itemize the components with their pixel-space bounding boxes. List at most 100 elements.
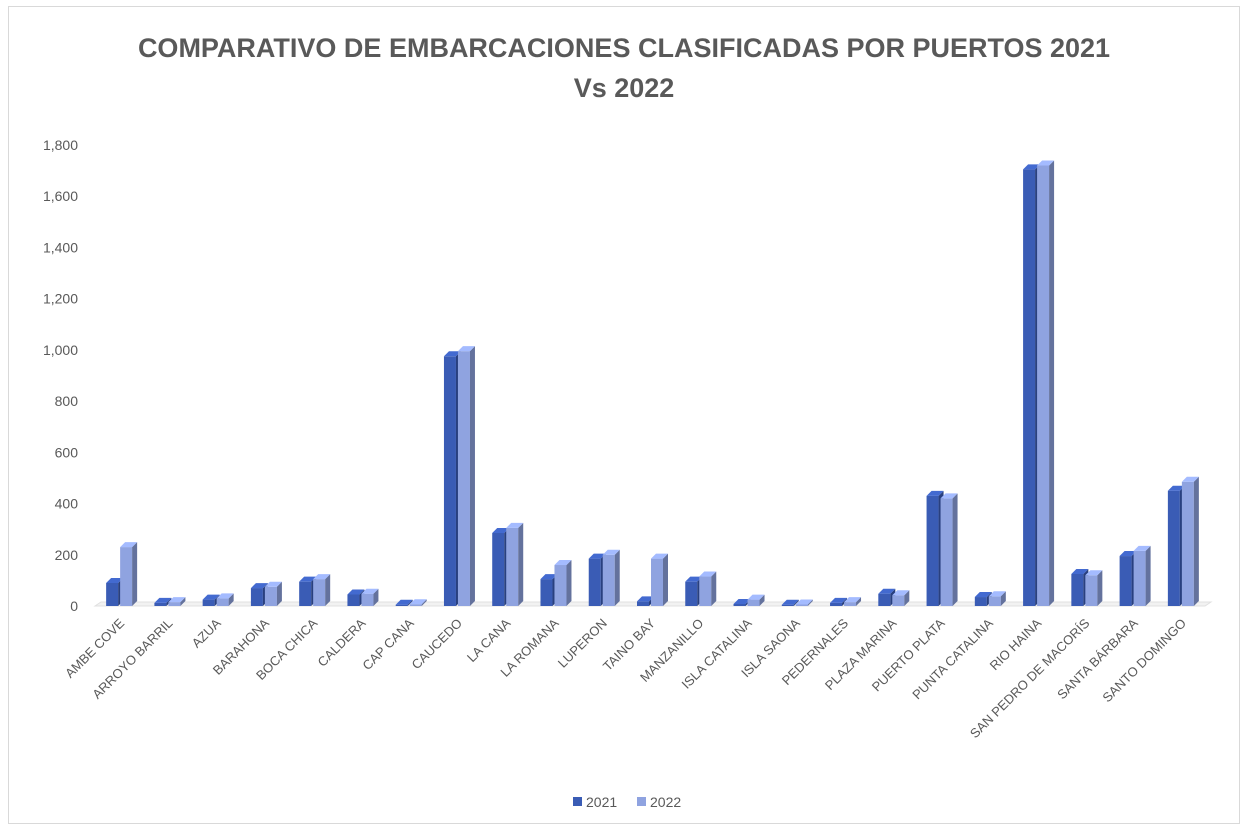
bar-top (457, 346, 475, 352)
bar-top (892, 590, 910, 596)
bar-side (663, 553, 668, 606)
bar-front (1023, 169, 1036, 606)
y-tick-label: 800 (55, 393, 79, 409)
bar-2022 (1085, 570, 1103, 606)
bar-top (1037, 160, 1055, 166)
bar-top (940, 493, 958, 499)
bar-side (1193, 476, 1199, 606)
bar-side (276, 581, 282, 606)
bar-top (347, 589, 365, 595)
bar-top (781, 599, 799, 605)
bar-side (952, 493, 958, 606)
x-tick-label: PUNTA CATALINA (909, 615, 996, 702)
bar-2022 (361, 588, 379, 606)
bar-2022 (120, 542, 138, 606)
bar-side (1000, 591, 1006, 606)
bar-top (395, 599, 413, 605)
bar-top (878, 588, 896, 594)
bar-top (299, 576, 317, 582)
bar-top (202, 594, 220, 600)
y-tick-label: 1,800 (43, 137, 78, 153)
bar-front (747, 599, 760, 606)
bars (93, 160, 1213, 607)
x-tick-label: CAP CANA (359, 615, 417, 673)
bar-front (1037, 165, 1050, 606)
y-tick-label: 200 (55, 547, 79, 563)
bar-2022 (988, 591, 1006, 606)
x-tick-label: SANTA BÁRBARA (1054, 615, 1141, 702)
bar-side (228, 593, 234, 606)
bar-front (347, 594, 360, 606)
bar-2022 (651, 553, 668, 606)
bar-top (216, 593, 234, 599)
bar-top (554, 560, 572, 566)
bar-top (106, 577, 124, 583)
bar-2022 (313, 574, 331, 606)
bar-side (1145, 545, 1151, 606)
bar-2022 (168, 597, 186, 606)
legend: 2021 2022 (573, 794, 681, 810)
y-tick-label: 1,000 (43, 342, 78, 358)
bar-front (602, 554, 615, 606)
bar-2022 (940, 493, 958, 606)
bar-side (1097, 570, 1103, 606)
bar-front (492, 533, 505, 606)
bar-top (637, 596, 654, 602)
bar-front (699, 576, 712, 606)
bar-2022 (699, 571, 717, 606)
bar-top (168, 597, 186, 603)
x-tick-label: CAUCEDO (408, 616, 465, 673)
bar-front (120, 547, 133, 606)
bar-top (1167, 485, 1185, 491)
chart-title: COMPARATIVO DE EMBARCACIONES CLASIFICADA… (0, 28, 1248, 108)
y-tick-label: 1,400 (43, 239, 78, 255)
bar-top (443, 351, 461, 357)
bar-2022 (264, 581, 282, 606)
bar-side (469, 346, 475, 606)
bar-top (250, 583, 268, 589)
legend-label: 2022 (650, 794, 681, 810)
bar-top (602, 549, 620, 555)
bar-top (264, 581, 282, 587)
y-tick-label: 400 (55, 496, 79, 512)
bar-front (168, 602, 181, 606)
bar-front (313, 579, 326, 606)
bar-2022 (747, 594, 765, 606)
bar-front (685, 581, 698, 606)
bar-top (120, 542, 138, 548)
bar-front (202, 599, 215, 606)
bar-top (361, 588, 379, 594)
bar-front (974, 597, 987, 606)
bar-front (892, 595, 905, 606)
y-tick-label: 1,600 (43, 188, 78, 204)
bar-front (1119, 556, 1132, 606)
bar-2022 (602, 549, 620, 606)
y-axis: 0 200 400 600 800 1,000 1,200 1,400 1,600 1,800 (43, 137, 78, 614)
bar-front (506, 527, 519, 606)
bar-front (733, 603, 746, 606)
bar-front (1133, 550, 1146, 606)
legend-label: 2021 (586, 794, 617, 810)
legend-swatch (637, 797, 646, 806)
bar-side (518, 522, 524, 606)
bar-top (685, 576, 703, 582)
bar-side (759, 594, 765, 606)
bar-top (1071, 568, 1089, 574)
bar-front (457, 351, 470, 606)
bar-front (443, 356, 456, 606)
bar-top (154, 597, 172, 603)
bar-top (651, 553, 668, 559)
bar-top (795, 599, 813, 605)
bar-front (154, 602, 167, 606)
bar-front (830, 602, 843, 606)
bar-front (1167, 490, 1180, 606)
bar-side (904, 590, 910, 606)
bar-top (506, 522, 524, 528)
bar-front (1085, 575, 1098, 606)
bar-side (132, 542, 138, 606)
bar-side (407, 599, 413, 606)
y-tick-label: 600 (55, 444, 79, 460)
chart-title-line1: COMPARATIVO DE EMBARCACIONES CLASIFICADA… (137, 33, 1111, 63)
